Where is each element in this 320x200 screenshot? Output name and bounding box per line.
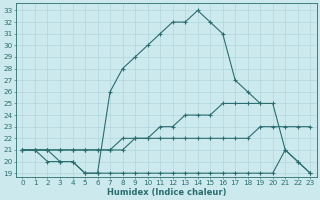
X-axis label: Humidex (Indice chaleur): Humidex (Indice chaleur)	[107, 188, 226, 197]
